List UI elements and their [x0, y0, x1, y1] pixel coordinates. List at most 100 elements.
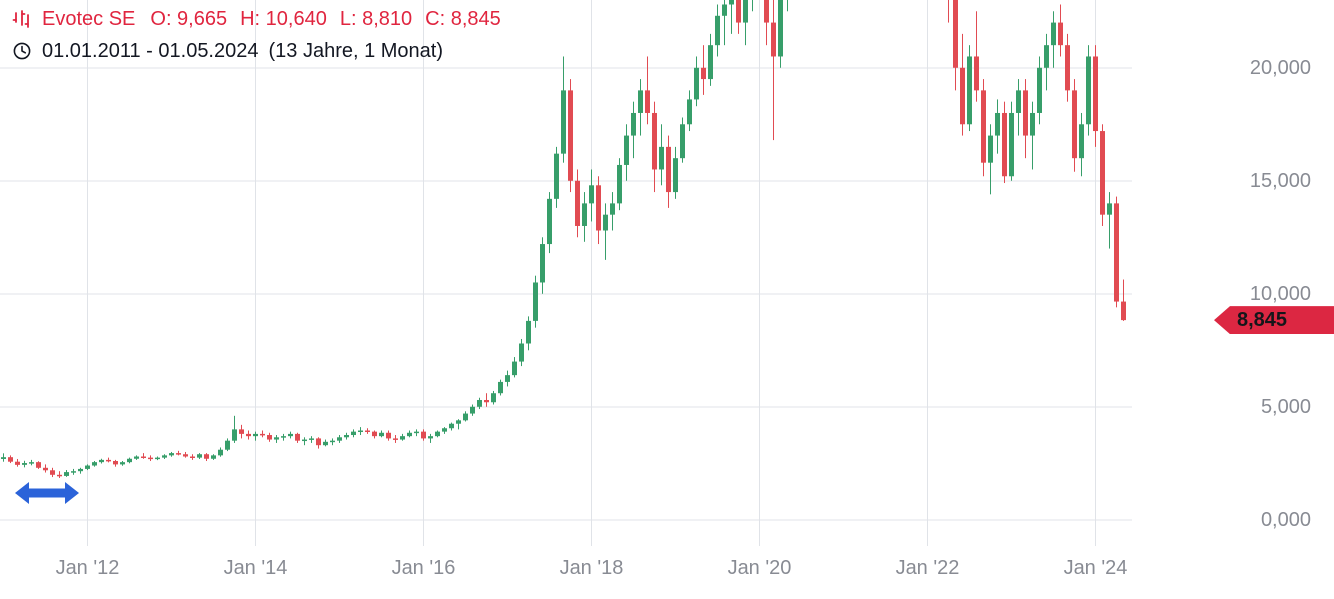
candle-up[interactable]	[610, 192, 615, 231]
candle-up[interactable]	[1044, 33, 1049, 91]
candle-up[interactable]	[778, 0, 783, 68]
candle-down[interactable]	[50, 467, 55, 478]
candle-down[interactable]	[764, 0, 769, 46]
candle-down[interactable]	[176, 450, 181, 456]
candle-up[interactable]	[351, 429, 356, 438]
candle-down[interactable]	[239, 424, 244, 439]
candle-up[interactable]	[407, 430, 412, 438]
candle-up[interactable]	[337, 435, 342, 443]
candle-up[interactable]	[694, 56, 699, 107]
candle-down[interactable]	[1100, 124, 1105, 226]
price-axis[interactable]: 20,000 15,000 10,000 5,000 0,000	[1132, 0, 1334, 599]
candle-down[interactable]	[736, 0, 741, 34]
candle-up[interactable]	[743, 0, 748, 46]
candle-up[interactable]	[288, 431, 293, 439]
candle-up[interactable]	[687, 90, 692, 132]
candle-down[interactable]	[575, 169, 580, 238]
candle-up[interactable]	[92, 461, 97, 467]
candle-up[interactable]	[379, 430, 384, 438]
candle-up[interactable]	[1051, 11, 1056, 68]
symbol-legend[interactable]: Evotec SE O: 9,665 H: 10,640 L: 8,810 C:…	[12, 5, 514, 33]
candle-up[interactable]	[1107, 192, 1112, 249]
candle-up[interactable]	[449, 422, 454, 431]
candle-up[interactable]	[673, 146, 678, 199]
candle-down[interactable]	[393, 435, 398, 443]
candle-up[interactable]	[561, 56, 566, 163]
candle-down[interactable]	[246, 430, 251, 440]
candle-up[interactable]	[526, 316, 531, 351]
candle-down[interactable]	[946, 0, 951, 23]
candle-down[interactable]	[1023, 79, 1028, 159]
candle-up[interactable]	[71, 468, 76, 475]
candle-down[interactable]	[106, 457, 111, 463]
candle-up[interactable]	[253, 431, 258, 441]
candle-down[interactable]	[1065, 33, 1070, 102]
candle-down[interactable]	[1121, 279, 1126, 321]
candle-down[interactable]	[421, 429, 426, 441]
candle-down[interactable]	[190, 454, 195, 460]
candle-down[interactable]	[316, 437, 321, 449]
candle-up[interactable]	[582, 192, 587, 242]
candle-up[interactable]	[638, 79, 643, 136]
candle-up[interactable]	[358, 427, 363, 436]
candle-up[interactable]	[414, 429, 419, 437]
candle-up[interactable]	[554, 146, 559, 208]
candle-down[interactable]	[183, 451, 188, 458]
candle-up[interactable]	[519, 338, 524, 367]
candle-up[interactable]	[1016, 79, 1021, 136]
candle-down[interactable]	[1002, 101, 1007, 184]
candle-up[interactable]	[995, 99, 1000, 154]
candle-up[interactable]	[540, 237, 545, 294]
candle-up[interactable]	[722, 0, 727, 46]
candle-down[interactable]	[974, 11, 979, 102]
candle-down[interactable]	[204, 453, 209, 462]
horizontal-pan-arrow-icon[interactable]	[14, 476, 80, 515]
candle-up[interactable]	[400, 433, 405, 441]
candle-up[interactable]	[309, 436, 314, 443]
candle-down[interactable]	[260, 430, 265, 438]
candle-down[interactable]	[141, 453, 146, 459]
candle-up[interactable]	[547, 192, 552, 254]
candle-down[interactable]	[568, 79, 573, 193]
candle-down[interactable]	[1114, 196, 1119, 308]
candle-up[interactable]	[785, 0, 790, 12]
candle-down[interactable]	[365, 428, 370, 434]
candle-up[interactable]	[659, 124, 664, 186]
candle-up[interactable]	[505, 370, 510, 387]
last-price-tag[interactable]: 8,845	[1214, 306, 1334, 335]
candle-up[interactable]	[708, 33, 713, 86]
candle-up[interactable]	[225, 438, 230, 452]
candle-up[interactable]	[330, 438, 335, 446]
candle-up[interactable]	[477, 397, 482, 410]
candle-up[interactable]	[470, 404, 475, 416]
candle-up[interactable]	[624, 124, 629, 181]
candle-up[interactable]	[85, 464, 90, 471]
candle-up[interactable]	[750, 0, 755, 12]
candle-up[interactable]	[988, 124, 993, 195]
candle-down[interactable]	[295, 432, 300, 443]
candle-up[interactable]	[232, 415, 237, 443]
candle-down[interactable]	[960, 33, 965, 136]
candle-down[interactable]	[267, 432, 272, 442]
candlestick-pane[interactable]	[0, 0, 1132, 546]
candle-up[interactable]	[169, 451, 174, 457]
candle-up[interactable]	[99, 458, 104, 464]
candle-up[interactable]	[211, 454, 216, 460]
candle-up[interactable]	[680, 117, 685, 163]
candle-down[interactable]	[981, 79, 986, 177]
candle-up[interactable]	[967, 45, 972, 132]
candle-down[interactable]	[1058, 4, 1063, 57]
candle-down[interactable]	[113, 459, 118, 467]
candle-down[interactable]	[1093, 45, 1098, 147]
candle-up[interactable]	[428, 433, 433, 443]
candle-up[interactable]	[1030, 101, 1035, 170]
candle-down[interactable]	[57, 471, 62, 478]
candle-up[interactable]	[456, 419, 461, 430]
candle-up[interactable]	[281, 433, 286, 441]
candle-up[interactable]	[127, 457, 132, 464]
candle-up[interactable]	[323, 439, 328, 447]
candle-up[interactable]	[463, 411, 468, 422]
candle-down[interactable]	[36, 461, 41, 469]
candle-up[interactable]	[512, 357, 517, 378]
